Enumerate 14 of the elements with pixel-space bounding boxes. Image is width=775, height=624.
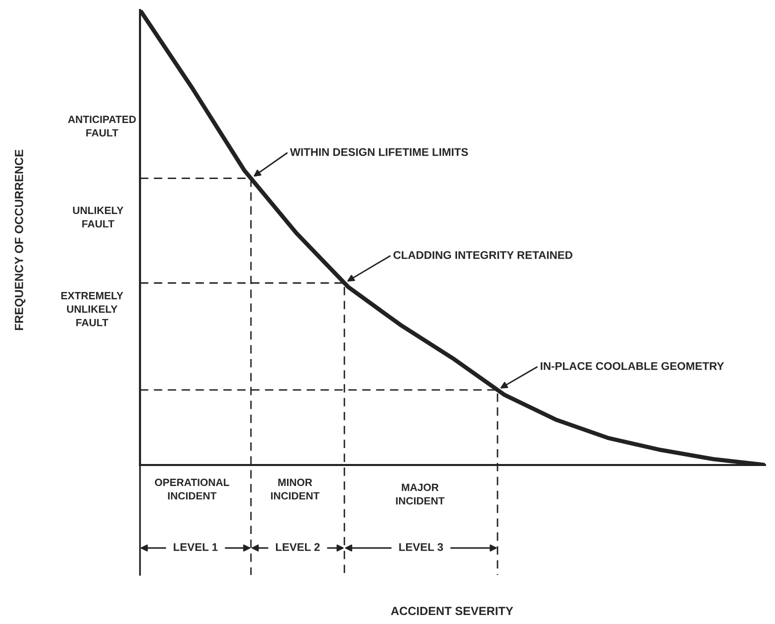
text: LEVEL 1 bbox=[174, 543, 218, 551]
text: LEVEL 3 bbox=[399, 543, 443, 551]
annotation: IN-PLACE COOLABLE GEOMETRY bbox=[540, 362, 724, 370]
text: ACCIDENT SEVERITY bbox=[390, 606, 514, 616]
text: LEVEL 2 bbox=[276, 543, 320, 551]
text: UNLIKELY FAULT bbox=[73, 206, 124, 228]
text: EXTREMELY UNLIKELY FAULT bbox=[61, 292, 124, 326]
text: MAJOR INCIDENT bbox=[396, 484, 444, 505]
text: ANTICIPATED FAULT bbox=[68, 116, 136, 137]
text: OPERATIONAL INCIDENT bbox=[154, 478, 230, 500]
annotation: CLADDING INTEGRITY RETAINED bbox=[393, 251, 572, 259]
text: MINOR INCIDENT bbox=[271, 478, 320, 500]
text: FREQUENCY OF OCCURRENCE bbox=[14, 150, 26, 330]
annotation: WITHIN DESIGN LIFETIME LIMITS bbox=[290, 148, 468, 156]
